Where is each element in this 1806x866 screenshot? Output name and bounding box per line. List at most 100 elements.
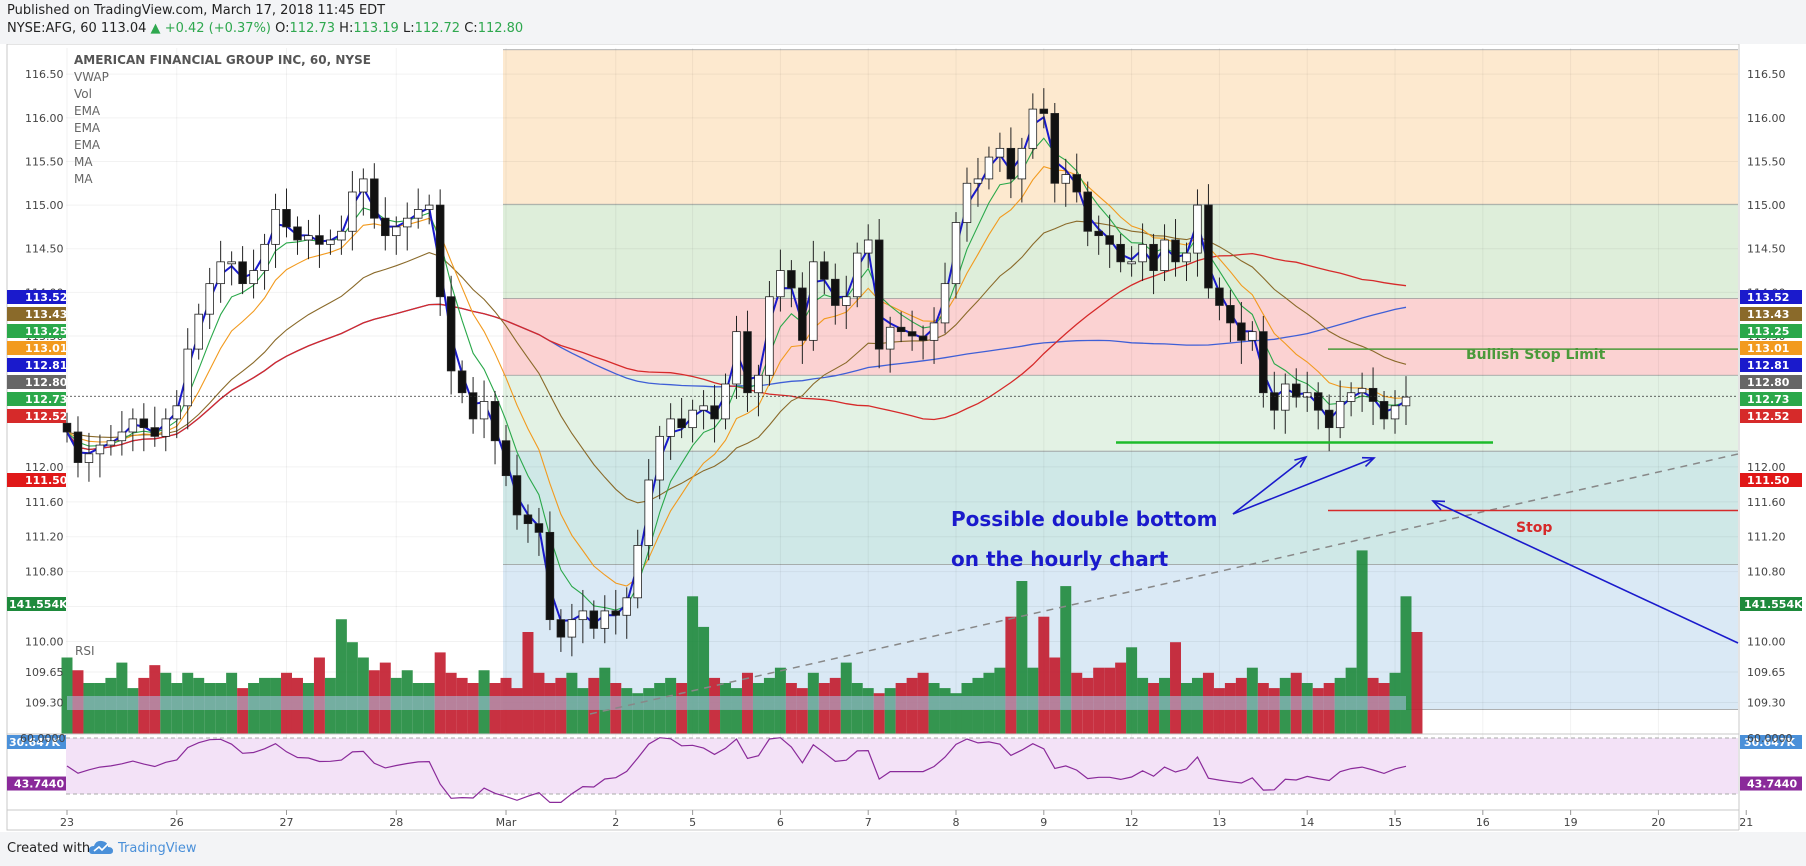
candle-body <box>227 261 236 265</box>
candle-body <box>1006 147 1016 180</box>
price-chart[interactable]: 116.50 116.50 116.00 116.00 115.50 115.50 115.… <box>0 44 1806 832</box>
volume-bar <box>577 688 589 734</box>
price-tick-label: 111.20 <box>1747 531 1786 544</box>
volume-badge-left-label: 141.554K <box>9 598 68 611</box>
price-badge-left-label: 113.43 <box>25 308 67 321</box>
time-axis[interactable]: 23262728Mar256789121314151619202122 <box>7 809 1806 829</box>
volume-badge-left-label: 30.647K <box>9 736 60 749</box>
candle-body <box>282 209 291 228</box>
tradingview-brand[interactable]: TradingView <box>118 841 197 856</box>
volume-bar <box>237 688 249 734</box>
price-tick-label-left: 111.60 <box>25 496 64 509</box>
price-badge <box>1740 392 1802 406</box>
volume-bar <box>1356 550 1368 734</box>
volume-bar <box>1126 647 1138 734</box>
volume-bar <box>313 657 325 734</box>
time-tick-label: 12 <box>1125 816 1139 829</box>
price-tick-label: 110.80 <box>1747 566 1786 579</box>
time-tick-label: 26 <box>170 816 184 829</box>
price-badge-label: 112.73 <box>1747 393 1789 406</box>
candle-body <box>337 230 346 241</box>
candle-body <box>348 191 357 232</box>
candle-body <box>940 283 950 324</box>
high-label: H: <box>339 21 354 36</box>
time-tick-label: 5 <box>689 816 696 829</box>
price-badge-label: 113.01 <box>1747 342 1789 355</box>
volume-bar <box>1312 688 1324 734</box>
candle-body <box>446 296 456 372</box>
time-tick-label: 20 <box>1651 816 1665 829</box>
candle-body <box>293 226 302 241</box>
price-badge-label: 113.52 <box>1747 291 1789 304</box>
candle-body <box>249 270 258 285</box>
volume-bar <box>698 626 710 734</box>
volume-bar <box>434 652 446 734</box>
volume-bar <box>346 642 358 734</box>
candle-body <box>1270 392 1279 411</box>
tradingview-cloud-icon <box>89 840 113 854</box>
candle-body <box>600 610 610 629</box>
open-label: O: <box>275 21 290 36</box>
open-value: 112.73 <box>289 21 336 36</box>
candle-body <box>457 370 467 394</box>
legend-ma-1: MA <box>74 155 93 169</box>
volume-bar <box>796 688 808 734</box>
candle-body <box>216 261 225 285</box>
price-tick-label-left: 112.00 <box>25 461 64 474</box>
price-tick-label-left: 110.00 <box>25 635 64 648</box>
price-tick-label: 116.00 <box>1747 112 1786 125</box>
candle-body <box>1401 396 1411 407</box>
volume-bar <box>632 693 644 734</box>
price-tick-label-left: 110.80 <box>25 566 64 579</box>
price-axis[interactable]: 116.50 116.50 116.00 116.00 115.50 115.50 115.… <box>7 44 1806 832</box>
price-badge-left-label: 111.50 <box>25 474 68 487</box>
rsi-badge <box>1740 776 1802 791</box>
price-badge-left-label: 112.81 <box>25 359 67 372</box>
price-badge <box>1740 375 1802 389</box>
candle-body <box>512 475 522 516</box>
candle-body <box>776 270 785 298</box>
up-arrow-icon: ▲ <box>150 21 161 36</box>
candle-body <box>150 427 160 437</box>
candle-body <box>381 217 390 237</box>
candle-body <box>1259 331 1268 394</box>
volume-bar <box>621 688 633 734</box>
candle-body <box>1313 392 1323 411</box>
candle-body <box>490 401 500 442</box>
volume-bar <box>1005 616 1017 734</box>
candle-body <box>545 531 555 621</box>
price-tick-label-left: 116.00 <box>25 112 64 125</box>
legend-ema-2: EMA <box>74 121 101 135</box>
volume-bar <box>862 688 874 734</box>
candle-body <box>128 418 138 433</box>
rsi-tick-label-left: 60.0000 <box>20 732 66 745</box>
candle-body <box>567 619 577 638</box>
rsi-band <box>66 738 1738 794</box>
candle-body <box>578 610 588 621</box>
price-tick-label: 115.00 <box>1747 199 1786 212</box>
candle-body <box>1028 108 1038 149</box>
candle-body <box>315 235 324 245</box>
volume-bar <box>1213 688 1225 734</box>
symbol[interactable]: NYSE:AFG, 60 <box>7 21 97 36</box>
price-badge-left <box>7 473 66 487</box>
close-label: C: <box>464 21 478 36</box>
candle-body <box>1204 204 1213 289</box>
price-tick-label: 111.60 <box>1747 496 1786 509</box>
candle-body <box>896 326 906 333</box>
time-tick-label: 28 <box>389 816 403 829</box>
candle-body <box>831 278 840 306</box>
volume-bar <box>1268 688 1280 734</box>
time-tick-label: 13 <box>1212 816 1226 829</box>
candle-body <box>161 418 171 437</box>
volume-badge-left <box>7 735 66 749</box>
candle-body <box>1248 331 1257 341</box>
candle-body <box>1171 239 1180 263</box>
price-tick-label-left: 116.50 <box>25 68 64 81</box>
candle-body <box>1094 230 1103 237</box>
price-tick-label: 112.00 <box>1747 461 1786 474</box>
fib-zone <box>503 298 1738 376</box>
price-badge-left-label: 112.80 <box>25 376 68 389</box>
volume-bar <box>61 657 73 734</box>
volume-badge-left <box>7 597 66 611</box>
